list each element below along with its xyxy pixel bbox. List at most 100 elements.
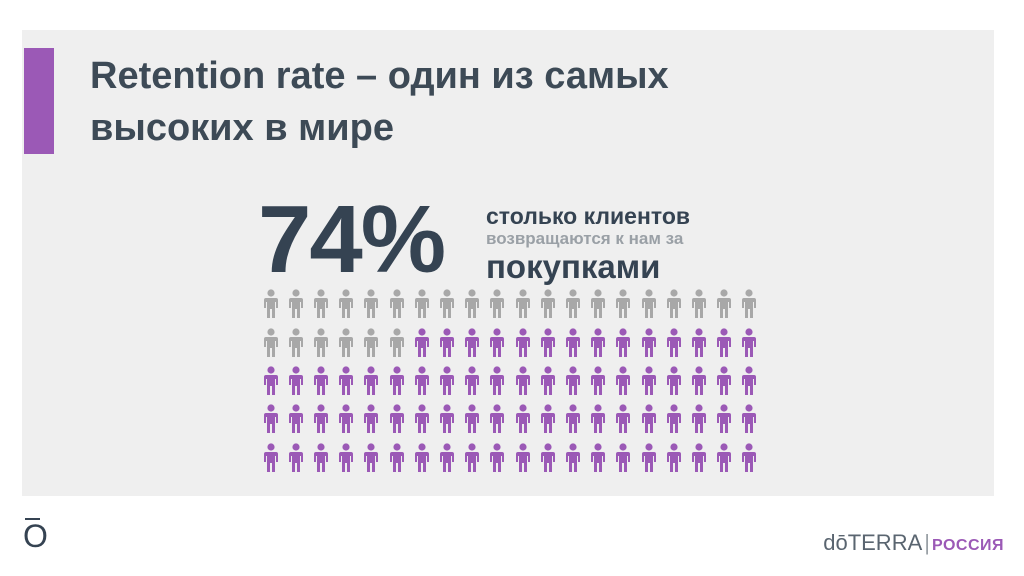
person-icon bbox=[311, 404, 331, 434]
title-line-2: высоких в мире bbox=[90, 102, 850, 154]
person-icon bbox=[387, 404, 407, 434]
people-infographic bbox=[258, 285, 762, 477]
person-icon bbox=[613, 289, 633, 319]
person-icon bbox=[311, 289, 331, 319]
person-icon bbox=[689, 366, 709, 396]
person-icon bbox=[261, 404, 281, 434]
caption-line-3: покупками bbox=[486, 249, 766, 285]
person-icon bbox=[311, 366, 331, 396]
person-icon bbox=[361, 443, 381, 473]
slide-title: Retention rate – один из самых высоких в… bbox=[90, 50, 850, 154]
person-icon bbox=[563, 366, 583, 396]
person-icon bbox=[664, 328, 684, 358]
person-icon bbox=[437, 404, 457, 434]
person-icon bbox=[286, 328, 306, 358]
person-icon bbox=[286, 366, 306, 396]
person-icon bbox=[387, 328, 407, 358]
person-icon bbox=[639, 328, 659, 358]
person-icon bbox=[563, 328, 583, 358]
person-icon bbox=[361, 366, 381, 396]
person-icon bbox=[387, 289, 407, 319]
person-icon bbox=[261, 443, 281, 473]
person-icon bbox=[664, 443, 684, 473]
person-icon bbox=[437, 366, 457, 396]
person-icon bbox=[588, 328, 608, 358]
person-icon bbox=[336, 366, 356, 396]
person-icon bbox=[311, 328, 331, 358]
person-icon bbox=[261, 328, 281, 358]
person-icon bbox=[513, 328, 533, 358]
person-icon bbox=[664, 366, 684, 396]
person-icon bbox=[538, 328, 558, 358]
person-icon bbox=[361, 328, 381, 358]
accent-bar bbox=[24, 48, 54, 154]
person-icon bbox=[361, 289, 381, 319]
person-icon bbox=[689, 289, 709, 319]
person-icon bbox=[437, 328, 457, 358]
person-icon bbox=[613, 443, 633, 473]
person-icon bbox=[412, 328, 432, 358]
person-icon bbox=[639, 289, 659, 319]
person-icon bbox=[588, 443, 608, 473]
person-icon bbox=[336, 443, 356, 473]
caption-line-1: столько клиентов bbox=[486, 203, 766, 229]
doterra-logo-mark: ō O bbox=[20, 516, 50, 556]
person-icon bbox=[739, 328, 759, 358]
person-icon bbox=[286, 404, 306, 434]
person-icon bbox=[462, 328, 482, 358]
person-icon bbox=[714, 404, 734, 434]
person-icon bbox=[714, 289, 734, 319]
person-icon bbox=[487, 443, 507, 473]
person-icon bbox=[336, 289, 356, 319]
person-icon bbox=[689, 443, 709, 473]
person-icon bbox=[613, 404, 633, 434]
person-icon bbox=[664, 289, 684, 319]
person-icon bbox=[563, 404, 583, 434]
person-icon bbox=[462, 366, 482, 396]
person-icon bbox=[286, 443, 306, 473]
person-icon bbox=[689, 328, 709, 358]
caption-line-2: возвращаются к нам за bbox=[486, 229, 766, 249]
person-icon bbox=[714, 443, 734, 473]
person-icon bbox=[487, 366, 507, 396]
person-icon bbox=[513, 289, 533, 319]
person-icon bbox=[387, 443, 407, 473]
person-icon bbox=[739, 443, 759, 473]
person-icon bbox=[613, 366, 633, 396]
person-icon bbox=[412, 366, 432, 396]
person-icon bbox=[311, 443, 331, 473]
person-icon bbox=[437, 289, 457, 319]
brand-footer: dōTERRA| РОССИЯ bbox=[823, 530, 1004, 556]
person-icon bbox=[286, 289, 306, 319]
person-icon bbox=[639, 404, 659, 434]
person-icon bbox=[261, 289, 281, 319]
person-icon bbox=[361, 404, 381, 434]
person-icon bbox=[261, 366, 281, 396]
brand-region: РОССИЯ bbox=[932, 537, 1004, 554]
person-icon bbox=[462, 289, 482, 319]
person-icon bbox=[487, 289, 507, 319]
person-icon bbox=[462, 404, 482, 434]
stat-caption: столько клиентов возвращаются к нам за п… bbox=[486, 203, 766, 285]
person-icon bbox=[513, 404, 533, 434]
person-icon bbox=[462, 443, 482, 473]
person-icon bbox=[538, 366, 558, 396]
person-icon bbox=[664, 404, 684, 434]
person-icon bbox=[689, 404, 709, 434]
person-icon bbox=[639, 366, 659, 396]
person-icon bbox=[487, 328, 507, 358]
person-icon bbox=[538, 443, 558, 473]
person-icon bbox=[487, 404, 507, 434]
person-icon bbox=[563, 289, 583, 319]
person-icon bbox=[613, 328, 633, 358]
person-icon bbox=[513, 443, 533, 473]
brand-name: dōTERRA bbox=[823, 530, 922, 555]
title-line-1: Retention rate – один из самых bbox=[90, 50, 850, 102]
retention-percentage: 74% bbox=[258, 190, 444, 290]
person-icon bbox=[437, 443, 457, 473]
person-icon bbox=[336, 404, 356, 434]
person-icon bbox=[714, 366, 734, 396]
person-icon bbox=[412, 443, 432, 473]
person-icon bbox=[739, 404, 759, 434]
person-icon bbox=[588, 289, 608, 319]
